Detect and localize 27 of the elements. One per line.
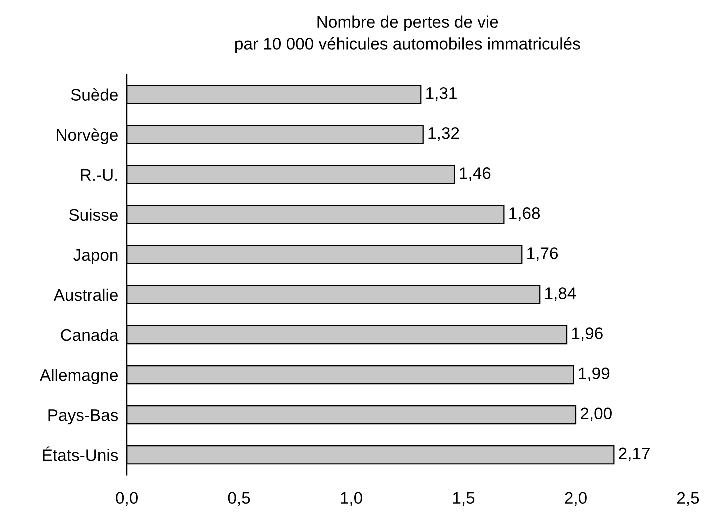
data-label: 1,99 — [579, 368, 610, 382]
y-tick-label: Norvège — [57, 128, 118, 144]
data-label: 1,68 — [510, 208, 540, 222]
y-tick-label: Suisse — [69, 208, 118, 222]
y-tick-label: Australie — [54, 288, 118, 302]
data-label: 1,84 — [546, 288, 576, 302]
data-label: 2,00 — [581, 408, 612, 422]
x-tick-label: 1,5 — [453, 492, 475, 506]
data-label: 1,46 — [460, 168, 491, 182]
data-label: 1,96 — [572, 328, 603, 342]
x-tick-label: 0,5 — [228, 492, 250, 506]
y-tick-label: Japon — [74, 250, 118, 264]
y-tick-label: Allemagne — [40, 369, 118, 385]
y-tick-label: États-Unis — [43, 446, 118, 462]
y-tick-label: Pays-Bas — [48, 410, 118, 425]
x-tick-label: 1,0 — [341, 492, 362, 506]
y-tick-label: R.-U. — [81, 169, 118, 182]
x-tick-label: 0,0 — [116, 492, 138, 506]
x-tick-label: 2,5 — [678, 492, 700, 506]
y-tick-label: Suède — [71, 88, 118, 101]
data-label: 1,31 — [426, 87, 457, 102]
y-tick-label: Canada — [61, 328, 119, 342]
data-label: 1,32 — [428, 127, 460, 142]
data-label: 2,17 — [619, 448, 650, 462]
data-label: 1,76 — [528, 248, 558, 262]
chart-title: Nombre de pertes de vie par 10 000 véhicules automobiles immatriculés — [236, 16, 580, 54]
x-tick-label: 2,0 — [565, 492, 587, 506]
